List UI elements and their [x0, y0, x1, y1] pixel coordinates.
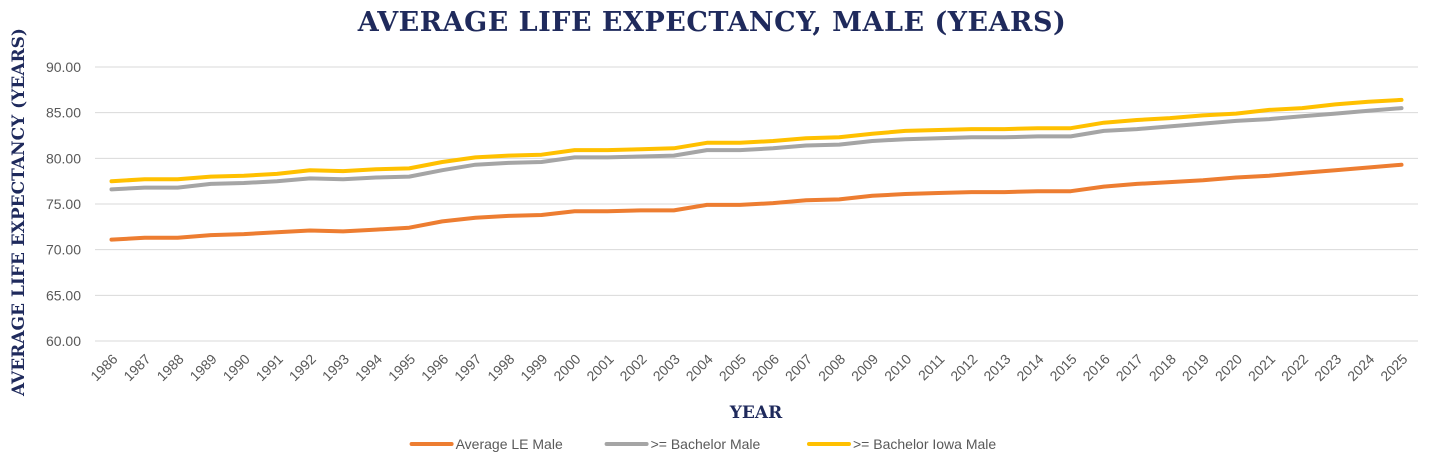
x-tick-label: 2011 [915, 351, 948, 384]
series-line-bachelor-male [109, 106, 1404, 192]
x-tick-label: 1996 [418, 351, 451, 384]
x-tick-label: 2020 [1212, 351, 1245, 384]
x-tick-label: 2002 [616, 351, 649, 384]
legend-label: Average LE Male [456, 436, 563, 452]
chart-title: AVERAGE LIFE EXPECTANCY, MALE (YEARS) [357, 7, 1067, 38]
legend-label: >= Bachelor Male [651, 436, 761, 452]
series-lines [109, 97, 1404, 242]
x-tick-label: 2024 [1344, 351, 1377, 384]
y-tick-label: 90.00 [46, 59, 81, 75]
x-tick-label: 2014 [1013, 351, 1046, 384]
x-tick-label: 1990 [220, 351, 253, 384]
x-tick-label: 2021 [1245, 351, 1278, 384]
x-axis-ticks: 1986 1987 1988 1989 1990 1991 1992 1993 1994 1995… [87, 351, 1410, 384]
legend-item-bachelor-iowa-male: >= Bachelor Iowa Male [807, 436, 996, 452]
legend: Average LE Male >= Bachelor Male >= Bachel… [409, 436, 996, 452]
y-tick-label: 85.00 [46, 105, 81, 121]
x-tick-label: 1987 [120, 351, 153, 384]
x-tick-label: 1995 [385, 351, 418, 384]
x-tick-label: 2019 [1179, 351, 1212, 384]
x-tick-label: 2001 [583, 351, 616, 384]
x-tick-label: 2018 [1146, 351, 1179, 384]
legend-item-average-le-male: Average LE Male [409, 436, 563, 452]
x-tick-label: 2000 [550, 351, 583, 384]
x-tick-label: 2016 [1079, 351, 1112, 384]
y-tick-label: 70.00 [46, 242, 81, 258]
x-tick-label: 2022 [1278, 351, 1311, 384]
x-axis-title: YEAR [729, 403, 783, 423]
gridlines [95, 66, 1418, 342]
x-tick-label: 2023 [1311, 351, 1344, 384]
x-tick-label: 2012 [947, 351, 980, 384]
x-tick-label: 2017 [1113, 351, 1146, 384]
x-tick-label: 2025 [1377, 351, 1410, 384]
x-tick-label: 2008 [815, 351, 848, 384]
y-tick-label: 60.00 [46, 333, 81, 349]
x-tick-label: 2015 [1046, 351, 1079, 384]
x-tick-label: 2007 [782, 351, 815, 384]
y-tick-label: 75.00 [46, 196, 81, 212]
x-tick-label: 1992 [286, 351, 319, 384]
x-tick-label: 1999 [517, 351, 550, 384]
x-tick-label: 1998 [484, 351, 517, 384]
x-tick-label: 1986 [87, 351, 120, 384]
legend-item-bachelor-male: >= Bachelor Male [604, 436, 761, 452]
x-tick-label: 1989 [186, 351, 219, 384]
x-tick-label: 2006 [749, 351, 782, 384]
series-line-bachelor-iowa-male [109, 97, 1404, 184]
x-tick-label: 2010 [881, 351, 914, 384]
x-tick-label: 2004 [683, 351, 716, 384]
x-tick-label: 1993 [319, 351, 352, 384]
x-tick-label: 1994 [352, 351, 385, 384]
y-axis-ticks: 60.00 65.00 70.00 75.00 80.00 85.00 90.00 [46, 59, 81, 349]
y-axis-title: AVERAGE LIFE EXPECTANCY (YEARS) [9, 28, 29, 397]
x-tick-label: 1997 [451, 351, 484, 384]
x-tick-label: 2003 [650, 351, 683, 384]
x-tick-label: 2005 [716, 351, 749, 384]
series-line-average-le-male [109, 162, 1404, 242]
x-tick-label: 2013 [980, 351, 1013, 384]
x-tick-label: 2009 [848, 351, 881, 384]
x-tick-label: 1991 [253, 351, 286, 384]
legend-label: >= Bachelor Iowa Male [853, 436, 996, 452]
y-tick-label: 80.00 [46, 150, 81, 166]
y-tick-label: 65.00 [46, 287, 81, 303]
x-tick-label: 1988 [153, 351, 186, 384]
